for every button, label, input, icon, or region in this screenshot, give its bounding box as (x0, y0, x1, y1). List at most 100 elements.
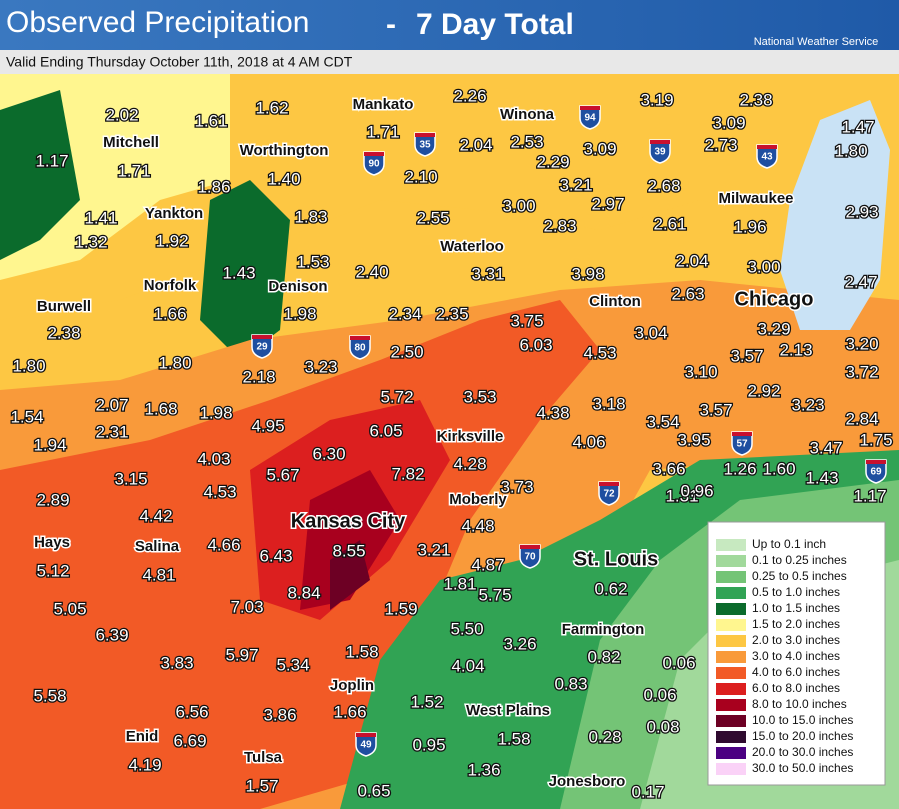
precip-value: 1.83 (294, 207, 327, 226)
precip-value: 3.09 (583, 139, 616, 158)
city-label: Salina (135, 538, 180, 555)
precip-value: 6.69 (173, 731, 206, 750)
precip-value: 2.29 (536, 152, 569, 171)
precip-value: 5.67 (266, 465, 299, 484)
interstate-shield (414, 132, 436, 157)
precip-value: 1.75 (859, 430, 892, 449)
precip-value: 1.52 (410, 692, 443, 711)
interstate-shield (756, 144, 778, 169)
precip-value: 3.21 (559, 175, 592, 194)
precip-value: 0.17 (631, 782, 664, 801)
interstate-shield-top (866, 460, 886, 464)
precip-value: 1.43 (222, 263, 255, 282)
precip-value: 7.03 (230, 597, 263, 616)
interstate-shield (579, 105, 601, 130)
precip-value: 6.43 (259, 546, 292, 565)
city-label: Norfolk (144, 277, 197, 294)
precip-value: 5.12 (36, 561, 69, 580)
precip-value: 2.55 (416, 208, 449, 227)
legend-label: 4.0 to 6.0 inches (752, 665, 840, 679)
interstate-shield-top (732, 432, 752, 436)
header-bar (0, 0, 899, 50)
precip-value: 1.81 (443, 574, 476, 593)
precip-value: 4.19 (128, 755, 161, 774)
precip-value: 4.04 (451, 656, 484, 675)
precip-value: 8.55 (332, 541, 365, 560)
precip-value: 1.98 (199, 403, 232, 422)
city-label: Jonesboro (549, 773, 626, 790)
precip-value: 1.43 (805, 468, 838, 487)
precip-value: 1.61 (194, 111, 227, 130)
precip-value: 6.03 (519, 335, 552, 354)
legend-swatch (716, 555, 746, 567)
precip-value: 3.20 (845, 334, 878, 353)
interstate-shield-top (599, 482, 619, 486)
legend-label: 30.0 to 50.0 inches (752, 761, 853, 775)
city-label: St. Louis (574, 548, 658, 570)
precip-value: 0.08 (646, 717, 679, 736)
interstate-shield-top (350, 336, 370, 340)
precip-value: 1.92 (155, 231, 188, 250)
precip-value: 5.58 (33, 686, 66, 705)
precip-value: 6.39 (95, 625, 128, 644)
precip-value: 3.53 (463, 387, 496, 406)
precip-value: 3.18 (592, 394, 625, 413)
legend-swatch (716, 571, 746, 583)
interstate-shield-top (580, 106, 600, 110)
valid-bar (0, 50, 899, 74)
precip-value: 1.58 (345, 642, 378, 661)
precip-value: 3.10 (684, 362, 717, 381)
precip-value: 1.71 (366, 122, 399, 141)
interstate-shield-top (356, 733, 376, 737)
precip-value: 2.10 (404, 167, 437, 186)
precip-value: 4.53 (203, 482, 236, 501)
precip-value: 2.40 (355, 262, 388, 281)
interstate-number: 39 (654, 147, 666, 158)
precip-value: 2.38 (739, 90, 772, 109)
precip-value: 1.66 (333, 702, 366, 721)
precip-value: 0.83 (554, 674, 587, 693)
precip-value: 3.00 (747, 257, 780, 276)
agency: National Weather Service (754, 36, 879, 48)
precip-value: 2.83 (543, 216, 576, 235)
precip-value: 0.65 (357, 781, 390, 800)
city-label: Burwell (37, 298, 91, 315)
city-label: Joplin (330, 677, 374, 694)
city-label: Worthington (240, 142, 329, 159)
legend-label: 15.0 to 20.0 inches (752, 729, 853, 743)
precip-value: 2.68 (647, 176, 680, 195)
interstate-shield (519, 544, 541, 569)
precip-value: 6.56 (175, 702, 208, 721)
legend-swatch (716, 667, 746, 679)
legend-swatch (716, 731, 746, 743)
interstate-number: 49 (360, 740, 372, 751)
legend-swatch (716, 635, 746, 647)
legend-swatch (716, 683, 746, 695)
interstate-number: 35 (419, 140, 431, 151)
legend-label: 2.0 to 3.0 inches (752, 633, 840, 647)
precip-value: 1.98 (283, 304, 316, 323)
precip-value: 4.81 (142, 565, 175, 584)
precip-value: 4.03 (197, 449, 230, 468)
precip-value: 3.95 (677, 430, 710, 449)
city-label: Yankton (145, 205, 203, 222)
precip-value: 1.53 (296, 252, 329, 271)
period: 7 Day Total (416, 8, 574, 41)
precip-value: 3.26 (503, 634, 536, 653)
precip-value: 5.75 (478, 585, 511, 604)
precip-value: 4.53 (583, 343, 616, 362)
legend-label: 10.0 to 15.0 inches (752, 713, 853, 727)
legend-swatch (716, 651, 746, 663)
legend-swatch (716, 587, 746, 599)
interstate-number: 29 (256, 342, 268, 353)
legend-label: 0.25 to 0.5 inches (752, 569, 847, 583)
precip-value: 3.57 (699, 400, 732, 419)
precip-value: 2.53 (510, 132, 543, 151)
precip-value: 0.95 (412, 735, 445, 754)
interstate-number: 69 (870, 467, 882, 478)
precip-value: 2.38 (47, 323, 80, 342)
precip-value: 1.66 (153, 304, 186, 323)
precip-value: 1.26 (723, 459, 756, 478)
precip-value: 1.17 (35, 151, 68, 170)
precip-value: 1.80 (12, 356, 45, 375)
